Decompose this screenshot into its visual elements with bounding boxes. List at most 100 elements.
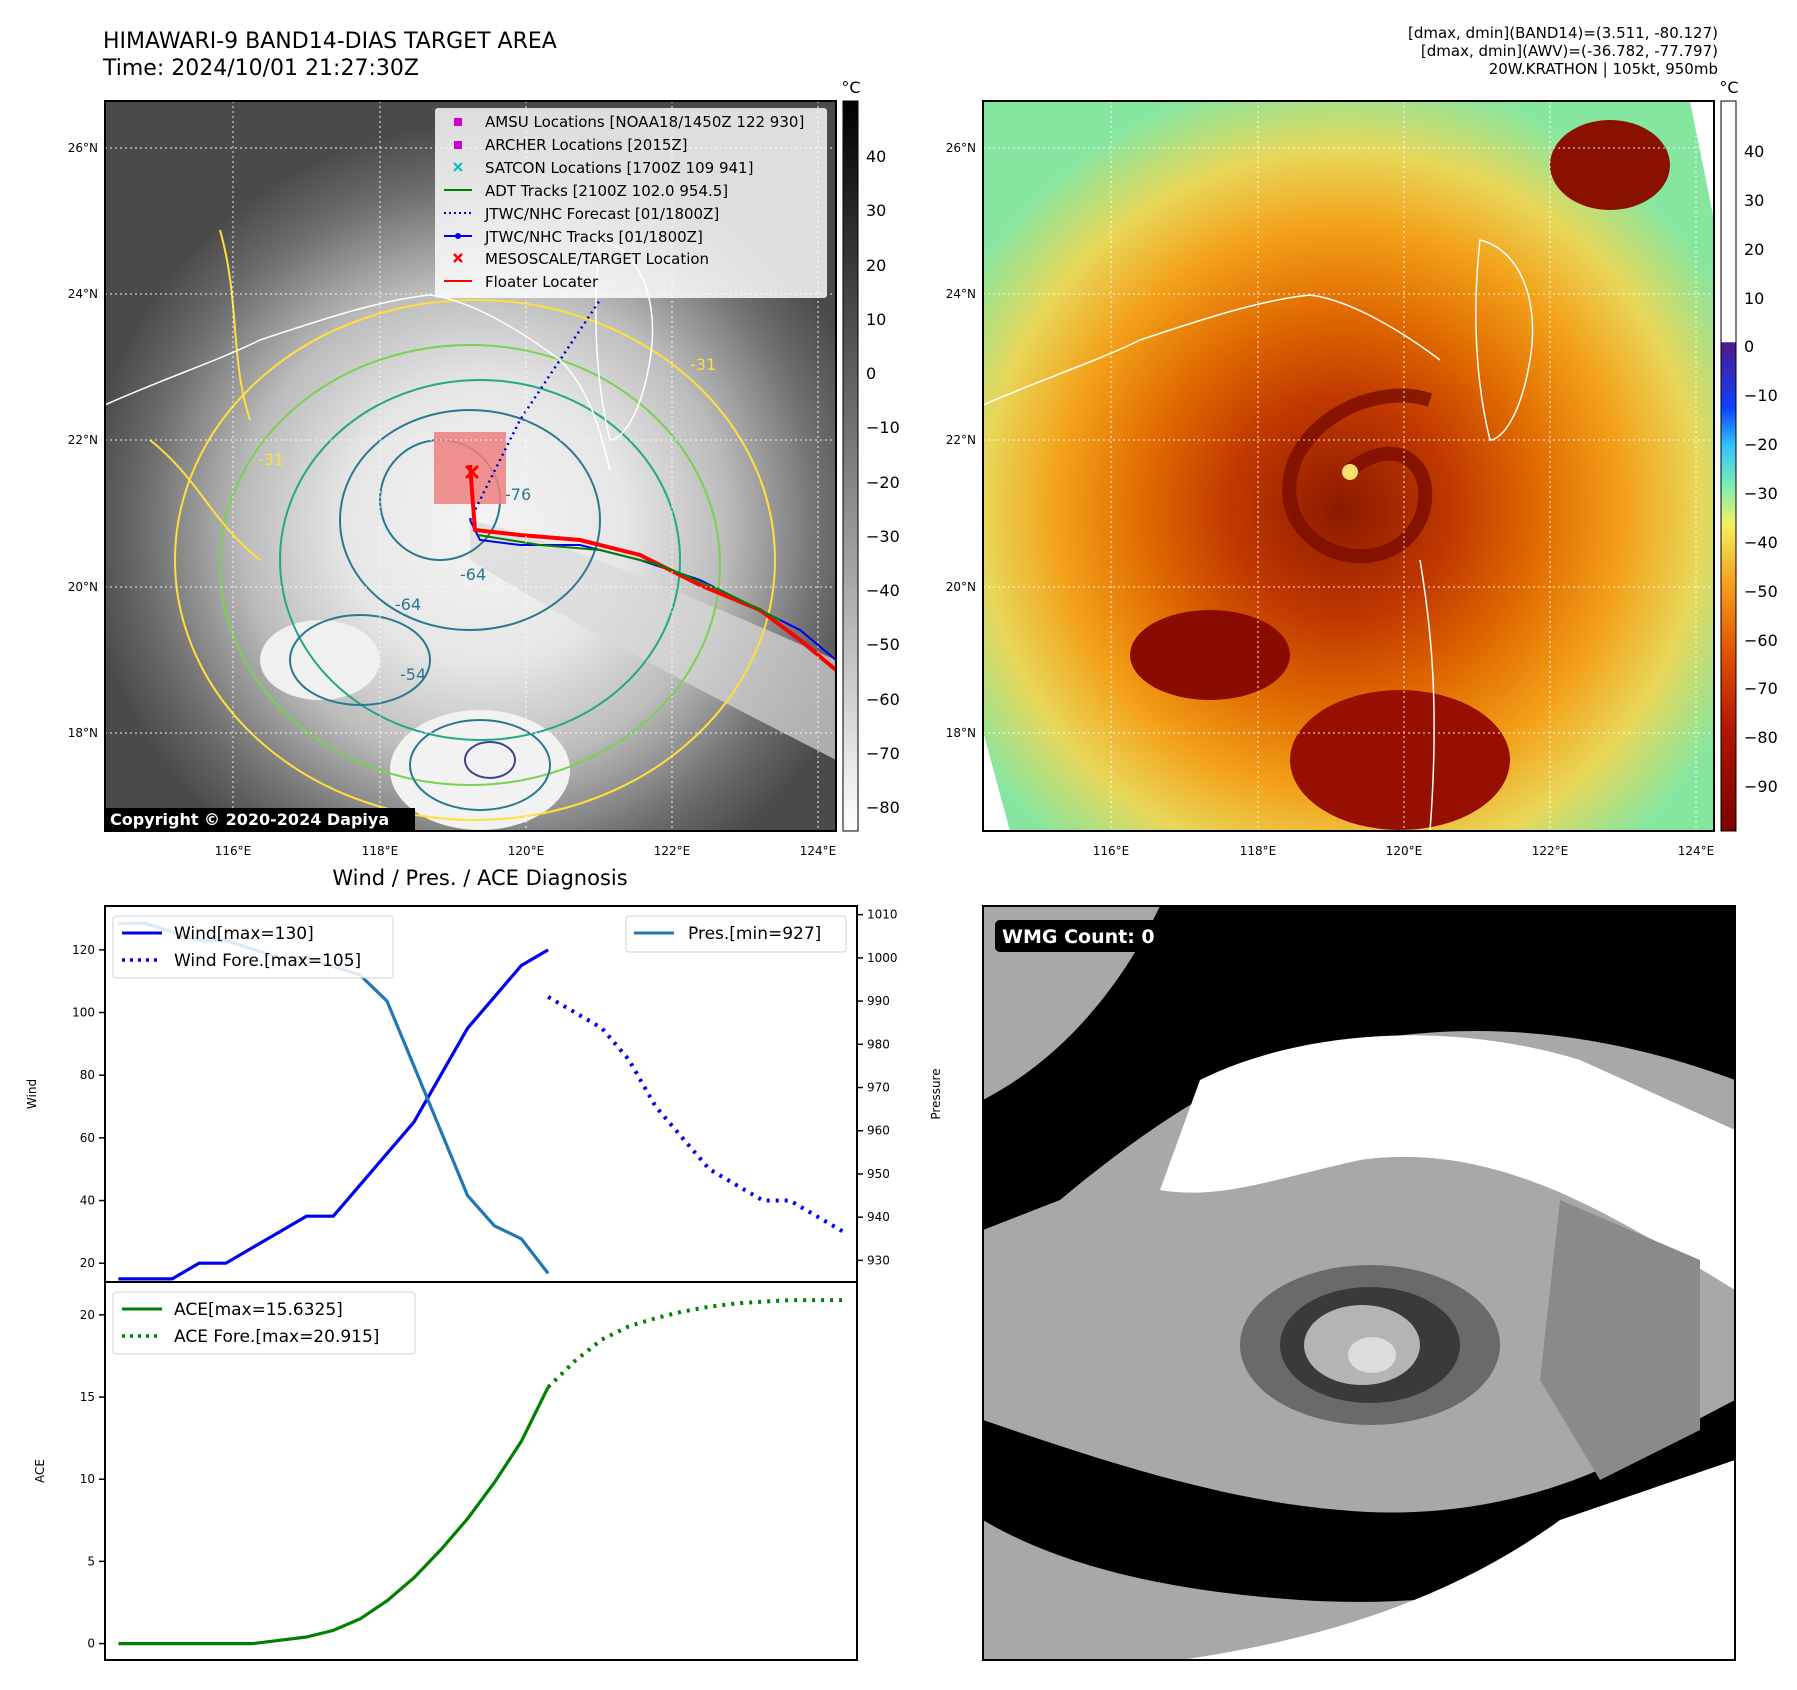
awv-lon-118: 118°E	[1240, 844, 1277, 858]
pressure-ylabel: Pressure	[929, 1068, 943, 1119]
ace-legend-label: ACE[max=15.6325]	[174, 1300, 343, 1320]
awv-lat-24: 24°N	[946, 287, 976, 301]
contour-label-6: -31	[258, 450, 284, 469]
ytick-label-120: 120	[72, 943, 95, 957]
ytick2-label-990: 990	[867, 994, 890, 1008]
awv-cb-tick-20: 20	[1744, 240, 1764, 259]
awv-cb-tick-m90: −90	[1744, 777, 1778, 796]
legend-label-satcon: SATCON Locations [1700Z 109 941]	[485, 159, 753, 177]
awv-lon-116: 116°E	[1093, 844, 1130, 858]
ir-cb-tick-m70: −70	[866, 744, 900, 763]
ytick-label-60: 60	[80, 1131, 95, 1145]
wind-legend-label: Wind[max=130]	[174, 924, 314, 944]
ir-lon-120: 120°E	[508, 844, 545, 858]
ytick2-label-960: 960	[867, 1124, 890, 1138]
legend-label-floater: Floater Locater	[485, 273, 599, 291]
figure-title: HIMAWARI-9 BAND14-DIAS TARGET AREA Time:…	[103, 28, 557, 82]
ir-cb-tick-20: 20	[866, 256, 886, 275]
awv-philippines-coast	[1419, 559, 1435, 831]
ir-lat-22: 22°N	[68, 433, 98, 447]
contour-label-1: -76	[505, 485, 531, 504]
ace-fore-legend-label: ACE Fore.[max=20.915]	[174, 1327, 379, 1347]
ace-chart-y-ticks: 0 5 10 15 20	[80, 1308, 105, 1651]
wmg-white-band	[1160, 1035, 1735, 1290]
wind-legend-box	[112, 915, 394, 979]
awv-lat-26: 26°N	[946, 141, 976, 155]
awv-cb-tick-m40: −40	[1744, 533, 1778, 552]
awv-map-panel: 26°N 24°N 22°N 20°N 18°N 116°E 118°E 120…	[946, 78, 1778, 858]
ytick-label-40: 40	[80, 1194, 95, 1208]
ir-cb-tick-30: 30	[866, 201, 886, 220]
stats-line-3: 20W.KRATHON | 105kt, 950mb	[1488, 60, 1718, 78]
legend-marker-amsu	[454, 118, 462, 126]
ytick2-label-1010: 1010	[867, 908, 898, 922]
awv-lon-124: 124°E	[1678, 844, 1715, 858]
stats-block: [dmax, dmin](BAND14)=(3.511, -80.127) [d…	[1408, 24, 1718, 78]
stats-line-1: [dmax, dmin](BAND14)=(3.511, -80.127)	[1407, 24, 1718, 42]
wind-ylabel: Wind	[25, 1079, 39, 1109]
awv-lon-122: 122°E	[1532, 844, 1569, 858]
awv-colorbar	[1720, 100, 1737, 832]
pressure-y-ticks: 930 940 950 960 970 980 990 1000 1010	[857, 908, 898, 1267]
awv-cold-spot-sw	[1130, 610, 1290, 700]
ir-cb-tick-m80: −80	[866, 798, 900, 817]
ytick-label-10: 10	[80, 1472, 95, 1486]
wmg-panel: WMG Count: 0	[982, 905, 1736, 1661]
awv-eye	[1342, 464, 1358, 480]
awv-lon-120: 120°E	[1386, 844, 1423, 858]
diagnosis-title: Wind / Pres. / ACE Diagnosis	[332, 866, 627, 890]
awv-cb-tick-0: 0	[1744, 337, 1754, 356]
series-line-wind-fore	[547, 995, 845, 1234]
ytick-label-100: 100	[72, 1006, 95, 1020]
awv-lat-20: 20°N	[946, 580, 976, 594]
ytick-label-0: 0	[87, 1637, 95, 1651]
ir-cb-tick-40: 40	[866, 147, 886, 166]
ir-cold-cloud-south	[390, 710, 570, 830]
ir-lat-24: 24°N	[68, 287, 98, 301]
awv-cb-tick-m70: −70	[1744, 679, 1778, 698]
ir-cb-tick-0: 0	[866, 364, 876, 383]
ytick-label-80: 80	[80, 1068, 95, 1082]
jtwc-forecast-track	[468, 299, 602, 521]
awv-cb-tick-m80: −80	[1744, 728, 1778, 747]
legend-marker-archer	[454, 141, 462, 149]
awv-lat-18: 18°N	[946, 726, 976, 740]
awv-lat-22: 22°N	[946, 433, 976, 447]
contour-label-4: -54	[400, 665, 426, 684]
copyright-box	[105, 808, 415, 831]
awv-cold-spot-ne	[1550, 120, 1670, 210]
series-line-ace	[118, 1386, 550, 1646]
ir-contours	[149, 229, 776, 821]
ytick2-label-970: 970	[867, 1081, 890, 1095]
ir-colorbar	[842, 100, 859, 832]
legend-label-tracks: JTWC/NHC Tracks [01/1800Z]	[484, 228, 703, 246]
legend-marker-tracks-dot	[455, 233, 461, 239]
mesoscale-marker	[464, 464, 480, 480]
ir-lon-124: 124°E	[800, 844, 837, 858]
wmg-white-corner	[1180, 1460, 1735, 1660]
ir-cb-tick-m60: −60	[866, 690, 900, 709]
awv-cb-tick-40: 40	[1744, 142, 1764, 161]
contour-label-5: -31	[690, 355, 716, 374]
ytick-label-5: 5	[87, 1554, 95, 1568]
stats-line-2: [dmax, dmin](AWV)=(-36.782, -77.797)	[1420, 42, 1718, 60]
awv-colorbar-unit: °C	[1719, 78, 1738, 97]
ytick-label-20: 20	[80, 1256, 95, 1270]
ytick2-label-940: 940	[867, 1210, 890, 1224]
ytick2-label-950: 950	[867, 1167, 890, 1181]
awv-edge-mask-left	[983, 731, 1010, 831]
wmg-eye-center	[1348, 1337, 1396, 1373]
legend-label-adt: ADT Tracks [2100Z 102.0 954.5]	[485, 182, 728, 200]
awv-taiwan-coast	[1475, 239, 1534, 441]
floater-track	[468, 464, 836, 672]
wmg-badge-box	[995, 920, 1175, 952]
diagnosis-panel: Wind / Pres. / ACE Diagnosis 20406080100…	[25, 866, 943, 1661]
series-line-wind	[118, 948, 549, 1281]
ir-lat-18: 18°N	[68, 726, 98, 740]
wmg-badge: WMG Count: 0	[1002, 926, 1155, 948]
ir-cb-tick-m40: −40	[866, 581, 900, 600]
ace-chart-marks	[118, 1298, 844, 1646]
wmg-black-band-north	[983, 906, 1735, 1230]
awv-cb-tick-m50: −50	[1744, 582, 1778, 601]
